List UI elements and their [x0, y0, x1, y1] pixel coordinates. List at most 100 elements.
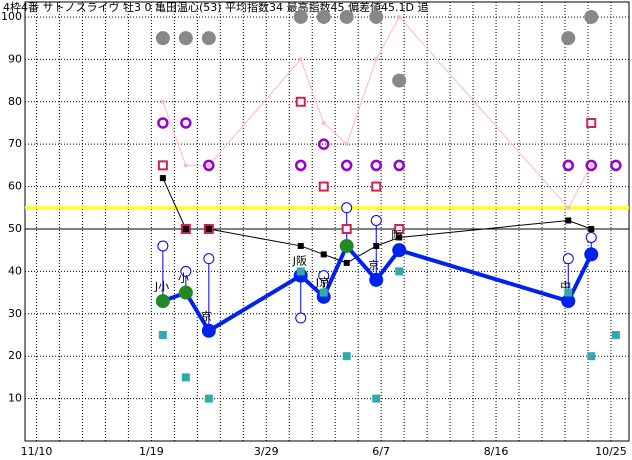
y-tick-label: 80 — [8, 95, 22, 108]
point — [585, 159, 597, 172]
point — [155, 294, 170, 309]
y-tick-label: 90 — [8, 52, 22, 65]
x-tick-label: 10/25 — [595, 445, 627, 458]
point — [562, 159, 575, 172]
point — [396, 234, 403, 241]
point — [584, 9, 599, 24]
x-tick-label: 6/7 — [372, 445, 390, 458]
point-label: 小 — [178, 272, 189, 285]
point — [374, 57, 379, 62]
y-tick-label: 60 — [8, 180, 22, 193]
y-tick-label: 50 — [8, 222, 22, 235]
point — [297, 242, 304, 249]
point — [341, 202, 353, 214]
point — [340, 159, 353, 172]
point — [343, 259, 350, 266]
point — [339, 238, 354, 253]
series-line — [162, 242, 594, 334]
point-label: 中 — [560, 280, 571, 293]
point — [183, 163, 188, 168]
point — [320, 251, 327, 258]
point — [610, 159, 622, 172]
x-tick-label: 1/19 — [139, 445, 164, 458]
point — [296, 267, 305, 276]
point — [392, 243, 407, 258]
x-tick-label: 3/29 — [254, 445, 279, 458]
point — [392, 73, 407, 88]
point — [321, 120, 326, 125]
point-label: J小 — [154, 280, 169, 293]
point — [319, 288, 328, 297]
point-label: J京 — [315, 275, 330, 289]
point — [395, 267, 404, 276]
point — [373, 242, 380, 249]
point — [316, 9, 331, 24]
series-line — [162, 177, 592, 264]
point — [160, 99, 165, 104]
point — [566, 205, 571, 210]
point — [585, 231, 597, 243]
point — [318, 181, 329, 192]
point — [157, 117, 169, 129]
point — [298, 57, 303, 62]
y-tick-label: 20 — [8, 349, 22, 362]
point — [370, 215, 382, 226]
point — [204, 394, 213, 403]
plot-frame — [24, 1, 630, 442]
y-tick-label: 100 — [1, 10, 22, 23]
point — [344, 142, 349, 147]
point — [372, 394, 381, 403]
point — [294, 159, 307, 172]
point — [158, 330, 167, 339]
point — [180, 265, 192, 277]
point — [201, 31, 216, 46]
point — [561, 294, 576, 309]
point — [178, 31, 193, 46]
point — [371, 181, 382, 192]
point — [341, 223, 352, 234]
series-line — [162, 16, 592, 209]
point — [369, 9, 384, 24]
point — [157, 240, 169, 252]
y-tick-label: 40 — [8, 264, 22, 277]
point — [182, 225, 189, 232]
point — [584, 247, 599, 262]
point — [342, 352, 351, 361]
point-label: 阪 — [391, 228, 402, 242]
point — [564, 288, 573, 297]
point — [295, 96, 306, 107]
point-label: J阪 — [292, 254, 307, 268]
x-tick-label: 11/10 — [21, 445, 53, 458]
chart-title: 4枠4番 サトノスライヴ 牡3 0 亀田温心(53) 平均指数34 最高指数45… — [3, 0, 429, 14]
point — [318, 270, 330, 282]
point — [561, 31, 576, 46]
x-tick-label: 8/16 — [484, 445, 509, 458]
point — [587, 352, 596, 361]
point — [611, 330, 620, 339]
point — [586, 117, 597, 128]
point — [201, 323, 216, 338]
point — [393, 159, 405, 172]
point — [206, 163, 211, 168]
point — [157, 160, 168, 171]
point — [394, 223, 405, 234]
point — [203, 253, 215, 265]
point — [205, 225, 212, 232]
point — [293, 9, 308, 24]
point — [317, 138, 330, 150]
y-tick-label: 30 — [8, 307, 22, 320]
point — [589, 163, 594, 168]
point — [397, 14, 402, 19]
point — [178, 285, 193, 300]
point — [565, 217, 572, 224]
point — [180, 117, 192, 129]
point — [588, 225, 595, 232]
y-tick-label: 70 — [8, 137, 22, 150]
y-tick-label: 10 — [8, 392, 22, 405]
point — [295, 312, 307, 324]
point — [181, 373, 190, 382]
point — [370, 159, 382, 172]
point — [339, 9, 354, 24]
point — [369, 272, 384, 287]
